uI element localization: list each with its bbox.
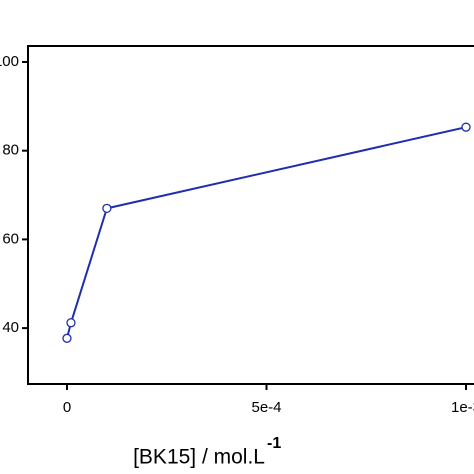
x-axis-label: [BK15] / mol.L [133,446,265,469]
y-tick-label: 40 [2,319,19,336]
plot-frame [27,45,474,385]
data-line [66,126,467,339]
data-point [461,122,471,132]
x-tick-label: 0 [63,399,71,416]
data-point [66,318,76,328]
y-tick-label: 80 [2,142,19,159]
x-tick-label: 5e-4 [251,399,281,416]
data-point [102,203,112,213]
y-tick-label: 60 [2,230,19,247]
data-point [62,333,72,343]
x-tick-label: 1e-3 [451,399,474,416]
y-tick-label: 100 [0,53,19,70]
x-axis-label-superscript: -1 [267,435,281,452]
